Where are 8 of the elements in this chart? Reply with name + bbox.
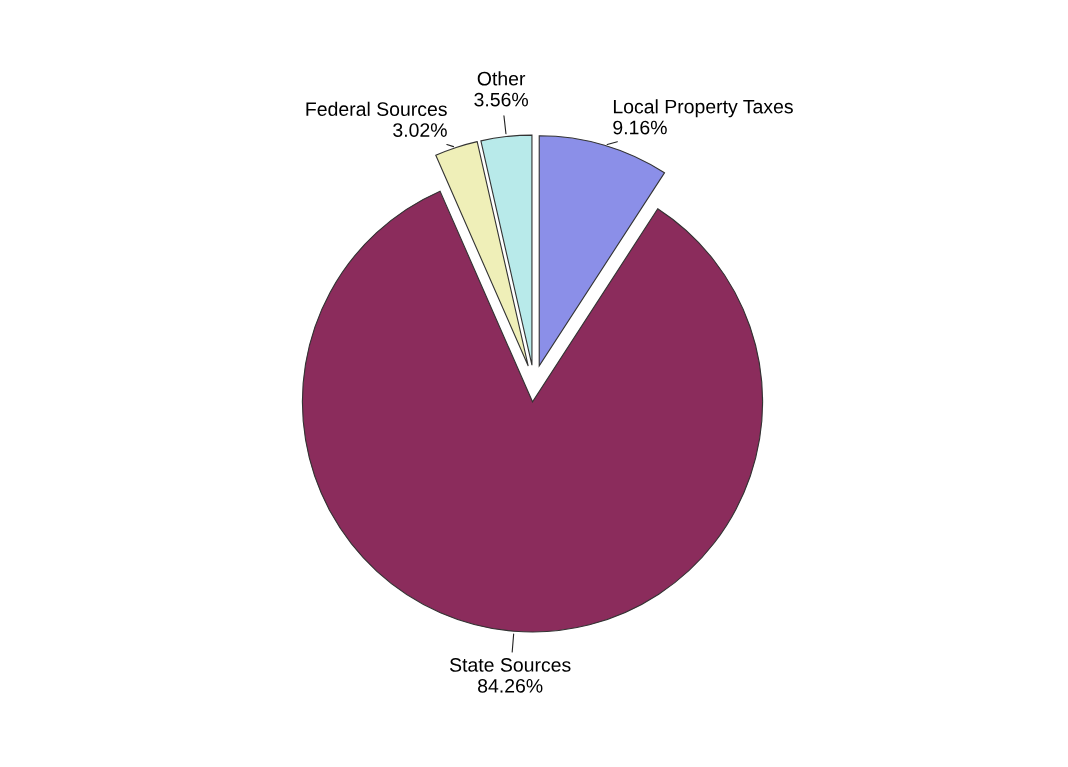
slice-label: Other bbox=[477, 71, 526, 86]
slice-label: Federal Sources bbox=[306, 101, 447, 117]
data-label: 84.26% bbox=[478, 678, 543, 693]
slice-label: State Sources bbox=[449, 658, 571, 672]
data-label: 3.56% bbox=[474, 92, 529, 107]
data-label: 3.02% bbox=[393, 123, 447, 137]
data-label: 9.16% bbox=[613, 120, 667, 135]
slice-label: Local Property Taxes bbox=[613, 99, 793, 118]
